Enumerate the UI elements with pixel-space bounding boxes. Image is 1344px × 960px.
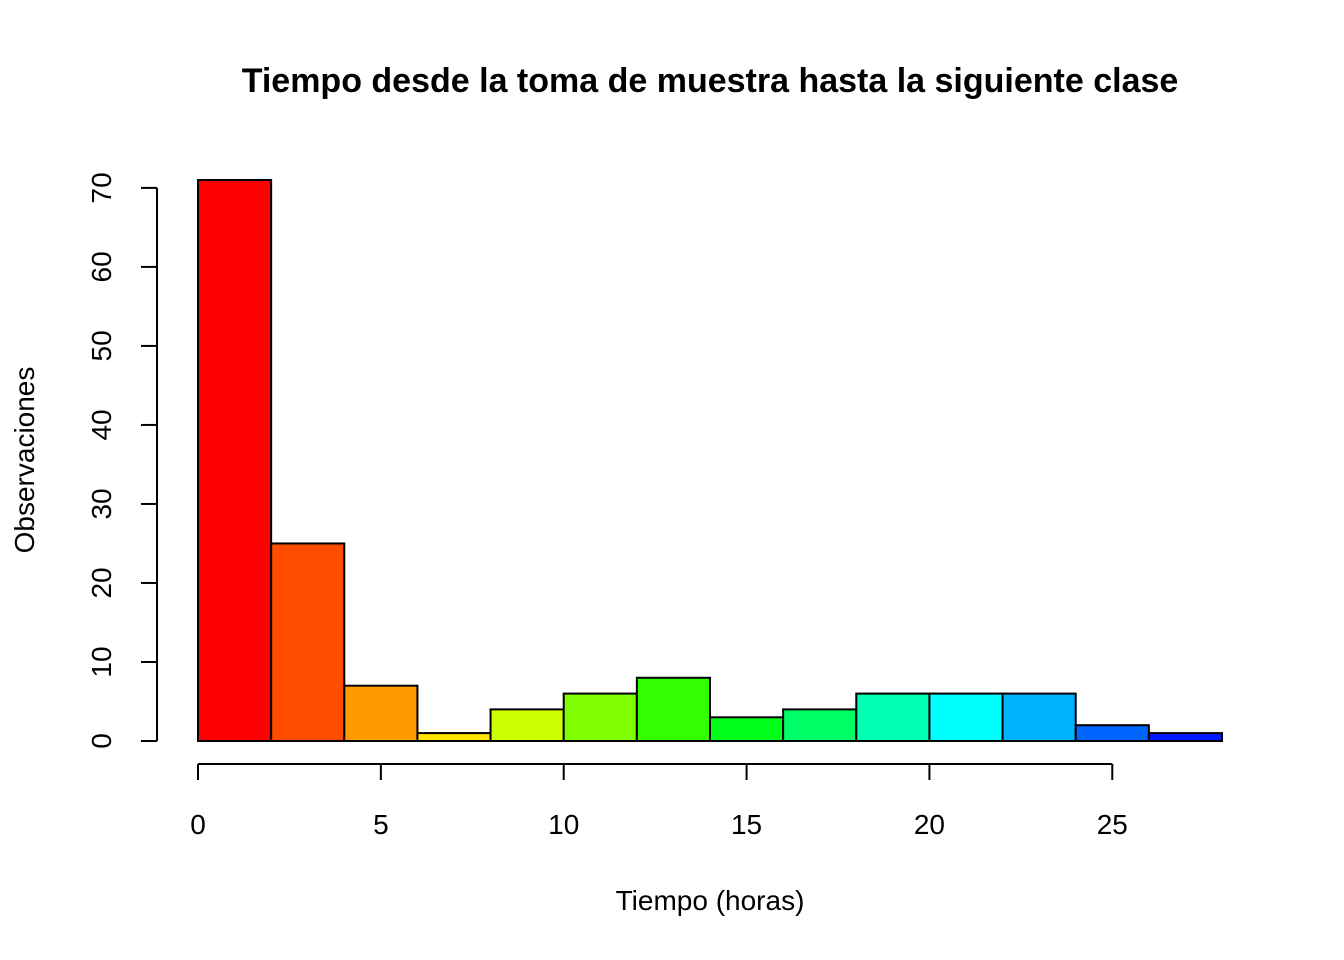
x-tick-label-5: 5: [373, 809, 389, 840]
y-tick-label-0: 0: [86, 733, 117, 749]
bars-group: [197, 179, 1224, 743]
x-axis-label: Tiempo (horas): [616, 885, 805, 916]
bar-4-6: [343, 684, 419, 742]
y-tick-label-60: 60: [86, 251, 117, 282]
y-tick-label-10: 10: [86, 646, 117, 677]
y-axis: 0 10 20 30 40 50 60 70: [86, 172, 158, 749]
y-axis-label: Observaciones: [9, 367, 40, 554]
bar-22-24: [1001, 692, 1077, 743]
x-tick-label-15: 15: [731, 809, 762, 840]
bar-16-18: [782, 708, 858, 742]
bar-8-10: [489, 708, 565, 742]
x-tick-label-20: 20: [914, 809, 945, 840]
y-tick-label-70: 70: [86, 172, 117, 203]
bar-6-8: [416, 732, 492, 742]
y-tick-label-20: 20: [86, 567, 117, 598]
x-tick-label-10: 10: [548, 809, 579, 840]
bar-14-16: [709, 716, 785, 743]
bar-2-4: [270, 542, 346, 742]
x-axis: 0 5 10 15 20 25: [190, 763, 1128, 840]
y-tick-label-30: 30: [86, 488, 117, 519]
x-tick-label-25: 25: [1097, 809, 1128, 840]
bar-10-12: [562, 692, 638, 743]
y-tick-label-40: 40: [86, 409, 117, 440]
bar-12-14: [635, 676, 711, 743]
bar-26-28: [1147, 732, 1224, 742]
bar-24-26: [1074, 724, 1150, 743]
bar-0-2: [197, 179, 273, 742]
bar-20-22: [928, 692, 1004, 743]
y-tick-label-50: 50: [86, 330, 117, 361]
x-tick-label-0: 0: [190, 809, 206, 840]
bar-18-20: [855, 692, 931, 743]
chart-title: Tiempo desde la toma de muestra hasta la…: [242, 62, 1179, 100]
